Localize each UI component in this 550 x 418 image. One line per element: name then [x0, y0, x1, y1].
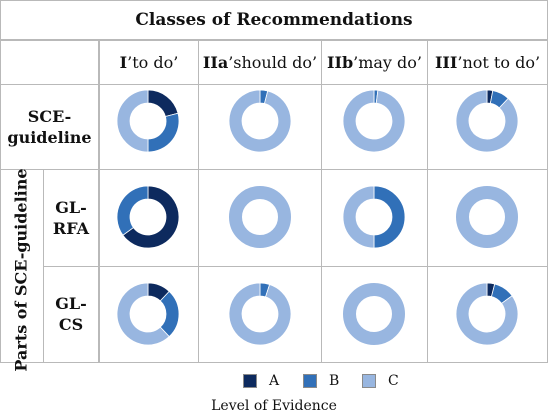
donut-slice-c	[228, 89, 292, 153]
group-label: Parts of SCE-guideline	[11, 168, 31, 372]
title-cell	[0, 0, 548, 40]
donut-slice-c	[455, 282, 519, 346]
donut-slice-c	[116, 89, 149, 153]
donut-chart	[343, 283, 405, 345]
donut-chart	[455, 89, 519, 153]
data-cell	[427, 266, 548, 363]
row-label-sce-guideline: SCE-guideline	[7, 107, 92, 147]
corner-cell	[0, 40, 99, 85]
donut-slice-c	[342, 89, 406, 153]
donut-slice-c	[343, 283, 405, 345]
donut-chart	[116, 282, 180, 346]
legend-title: Level of Evidence	[211, 398, 337, 414]
donut-slice-c	[229, 186, 291, 248]
donut-slice-c	[228, 282, 292, 346]
row-label-cell-3	[43, 266, 99, 363]
donut-slice-b	[373, 185, 406, 249]
legend-item-b: B	[303, 373, 339, 389]
col-header-iii: III ’not to do’	[434, 53, 541, 72]
col-header-iib: IIb ’may do’	[326, 53, 423, 72]
legend-swatch-a	[243, 374, 257, 388]
row-label-gl-cs: GL- CS	[55, 294, 87, 334]
donut-slice-c	[455, 89, 519, 153]
donut-slice-b	[116, 185, 149, 236]
donut-slice-c	[342, 185, 375, 249]
donut-slice-a	[147, 89, 179, 118]
donut-slice-c	[116, 282, 170, 346]
donut-slice-b	[147, 112, 180, 153]
donut-chart	[228, 89, 292, 153]
col-header-i: I ’to do’	[119, 53, 179, 72]
row-label-gl-rfa: GL- RFA	[52, 198, 90, 238]
donut-chart	[342, 185, 406, 249]
legend-item-c: C	[362, 373, 399, 389]
chart-title: Classes of Recommendations	[135, 10, 413, 30]
donut-chart	[229, 186, 291, 248]
donut-chart	[228, 282, 292, 346]
col-header-iia: IIa ’should do’	[202, 53, 318, 72]
legend-swatch-c	[362, 374, 376, 388]
donut-slice-c	[456, 186, 518, 248]
legend-swatch-b	[303, 374, 317, 388]
donut-chart	[455, 282, 519, 346]
donut-chart	[342, 89, 406, 153]
donut-slice-a	[122, 185, 180, 249]
donut-chart	[116, 89, 180, 153]
donut-chart	[116, 185, 180, 249]
donut-chart	[456, 186, 518, 248]
legend-item-a: A	[243, 373, 279, 389]
